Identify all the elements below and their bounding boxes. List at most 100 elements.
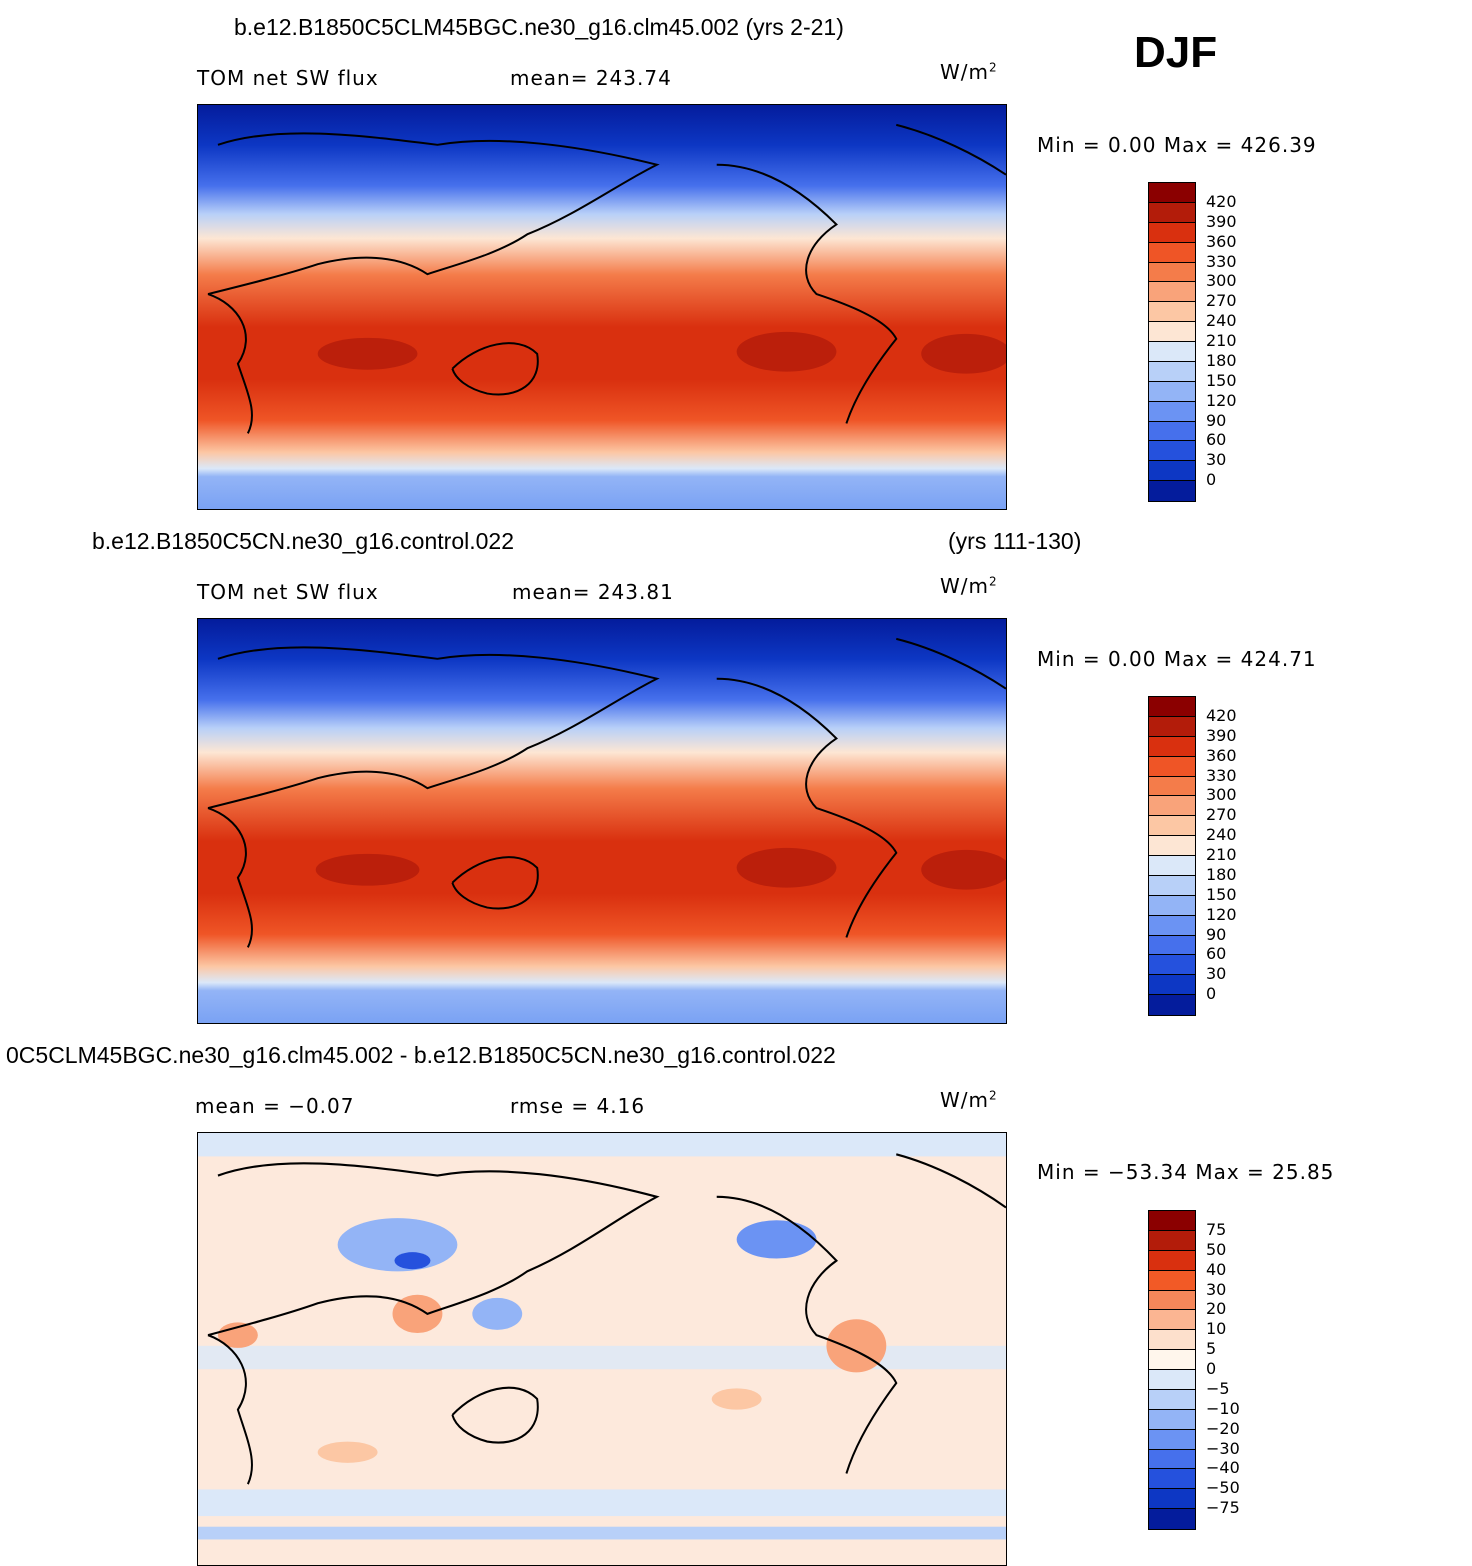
panel1-colorbar-swatch — [1149, 322, 1195, 342]
panel3-positive-region — [392, 1294, 443, 1334]
panel3-field-band — [198, 1133, 1006, 1157]
panel2-colorbar-swatch — [1149, 796, 1195, 817]
panel3-colorbar-swatch — [1149, 1409, 1195, 1430]
panel1-colorbar-tick: 210 — [1206, 331, 1237, 350]
panel2-colorbar-tick: 150 — [1206, 884, 1237, 904]
panel2-colorbar-swatch — [1149, 736, 1195, 757]
panel2-colorbar-swatch — [1149, 915, 1195, 936]
panel2-max-region — [315, 853, 420, 886]
panel2-colorbar-tick: 180 — [1206, 864, 1237, 884]
panel1-variable-label: TOM net SW flux — [197, 66, 379, 90]
panel2-colorbar-tick: 390 — [1206, 725, 1237, 745]
season-label: DJF — [1134, 28, 1218, 77]
panel3-positive-region — [317, 1441, 378, 1463]
panel2-colorbar-swatch — [1149, 816, 1195, 837]
panel3-minmax: Min = −53.34 Max = 25.85 — [1037, 1160, 1335, 1184]
panel1-mean-label: mean= 243.74 — [510, 66, 672, 90]
panel3-map — [197, 1132, 1007, 1566]
panel1-title: b.e12.B1850C5CLM45BGC.ne30_g16.clm45.002… — [234, 14, 844, 40]
panel3-colorbar — [1148, 1210, 1196, 1530]
panel2-colorbar-swatch — [1149, 975, 1195, 996]
panel2-title: b.e12.B1850C5CN.ne30_g16.control.022 — [92, 528, 514, 554]
panel2-colorbar-swatch — [1149, 776, 1195, 797]
panel1-colorbar-tick: 360 — [1206, 231, 1237, 251]
panel3-colorbar-swatch — [1149, 1350, 1195, 1370]
panel1-colorbar-tick: 300 — [1206, 271, 1237, 291]
panel2-variable-label: TOM net SW flux — [197, 580, 379, 604]
panel2-colorbar-tick: 0 — [1206, 984, 1217, 1004]
panel1-colorbar-swatch — [1149, 361, 1195, 382]
panel3-colorbar-swatch — [1149, 1489, 1195, 1510]
panel1-colorbar-tick: 330 — [1206, 251, 1237, 271]
panel3-colorbar-swatch — [1149, 1250, 1195, 1271]
panel2-years: (yrs 111-130) — [948, 528, 1082, 554]
panel3-colorbar-tick: −5 — [1206, 1378, 1230, 1398]
panel1-max-region — [317, 337, 418, 370]
panel3-colorbar-swatch — [1149, 1509, 1195, 1529]
panel3-field-band — [198, 1345, 1006, 1370]
panel1-colorbar-tick: 390 — [1206, 211, 1237, 231]
panel3-colorbar-tick: 75 — [1206, 1219, 1227, 1239]
panel3-negative-region — [736, 1220, 817, 1259]
panel3-colorbar-swatch — [1149, 1449, 1195, 1470]
panel3-rmse-label: rmse = 4.16 — [510, 1094, 646, 1118]
panel3-colorbar-tick: −10 — [1206, 1398, 1240, 1418]
panel1-map — [197, 104, 1007, 510]
panel2-max-region — [736, 847, 837, 888]
panel3-colorbar-swatch — [1149, 1370, 1195, 1390]
panel1-colorbar-tick: 180 — [1206, 350, 1237, 370]
panel2-colorbar-tick: 30 — [1206, 964, 1227, 984]
panel2-colorbar-swatch — [1149, 716, 1195, 737]
panel2-colorbar-swatch — [1149, 856, 1195, 876]
panel1-max-region — [921, 333, 1006, 374]
panel1-colorbar-swatch — [1149, 183, 1195, 203]
panel1-colorbar — [1148, 182, 1196, 502]
panel3-colorbar-tick: 20 — [1206, 1299, 1227, 1319]
panel2-colorbar-swatch — [1149, 756, 1195, 777]
panel2-colorbar-tick: 360 — [1206, 745, 1237, 765]
panel2-map — [197, 618, 1007, 1024]
panel1-colorbar-tick: 60 — [1206, 430, 1227, 450]
panel1-colorbar-swatch — [1149, 461, 1195, 482]
panel1-colorbar-tick: 150 — [1206, 370, 1237, 390]
panel3-colorbar-tick: 5 — [1206, 1339, 1217, 1359]
panel3-positive-region — [711, 1388, 762, 1410]
panel3-field-band — [198, 1489, 1006, 1517]
panel1-max-region — [736, 331, 837, 372]
panel2-colorbar-swatch — [1149, 935, 1195, 956]
panel2-map-svg — [198, 619, 1006, 1023]
panel2-colorbar-tick: 60 — [1206, 944, 1227, 964]
panel2-colorbar-tick: 240 — [1206, 825, 1237, 845]
panel1-colorbar-swatch — [1149, 242, 1195, 263]
panel2-colorbar-tick: 90 — [1206, 924, 1227, 944]
panel3-colorbar-swatch — [1149, 1270, 1195, 1291]
panel1-colorbar-swatch — [1149, 222, 1195, 243]
panel2-minmax: Min = 0.00 Max = 424.71 — [1037, 647, 1317, 671]
panel3-colorbar-swatch — [1149, 1290, 1195, 1311]
panel3-colorbar-swatch — [1149, 1310, 1195, 1331]
panel1-colorbar-swatch — [1149, 441, 1195, 462]
panel2-colorbar-swatch — [1149, 955, 1195, 976]
panel1-colorbar-swatch — [1149, 202, 1195, 223]
panel2-colorbar-swatch — [1149, 836, 1195, 856]
panel1-colorbar-swatch — [1149, 342, 1195, 362]
panel1-colorbar-tick: 270 — [1206, 291, 1237, 311]
panel3-colorbar-tick: 30 — [1206, 1279, 1227, 1299]
panel2-colorbar-tick: 330 — [1206, 765, 1237, 785]
panel3-colorbar-tick: 0 — [1206, 1359, 1217, 1378]
panel3-mean-label: mean = −0.07 — [195, 1094, 355, 1118]
panel2-colorbar-tick: 420 — [1206, 705, 1237, 725]
panel1-units: W/m2 — [940, 60, 998, 84]
panel1-colorbar-tick: 120 — [1206, 390, 1237, 410]
panel3-colorbar-swatch — [1149, 1429, 1195, 1450]
panel3-colorbar-tick: −20 — [1206, 1418, 1240, 1438]
panel3-colorbar-tick: 50 — [1206, 1239, 1227, 1259]
panel1-colorbar-swatch — [1149, 262, 1195, 283]
panel1-coastlines — [207, 123, 1006, 434]
panel3-title: 0C5CLM45BGC.ne30_g16.clm45.002 - b.e12.B… — [6, 1042, 836, 1068]
panel3-colorbar-tick: −40 — [1206, 1458, 1240, 1478]
panel3-colorbar-swatch — [1149, 1230, 1195, 1251]
panel1-colorbar-tick: 30 — [1206, 450, 1227, 470]
panel2-field — [198, 619, 1006, 1023]
panel1-colorbar-tick: 90 — [1206, 410, 1227, 430]
